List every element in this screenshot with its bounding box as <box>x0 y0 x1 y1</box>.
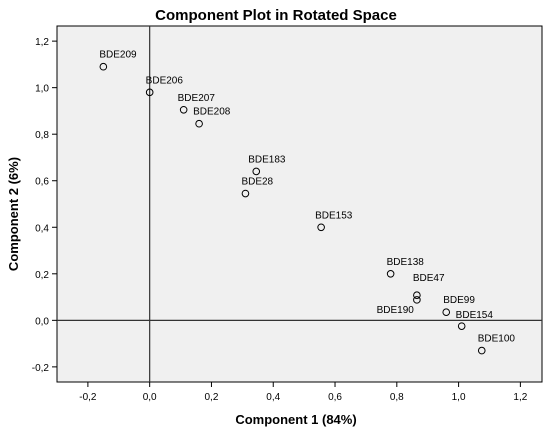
x-tick-label: 0,4 <box>266 392 280 403</box>
data-point <box>457 322 466 330</box>
point-label: BDE47 <box>413 273 445 284</box>
point-label: BDE207 <box>178 93 216 104</box>
y-tick-label: 0,4 <box>35 223 49 234</box>
point-label: BDE183 <box>248 154 286 165</box>
data-point <box>386 270 395 278</box>
data-point <box>179 105 188 114</box>
point-label: BDE206 <box>146 75 184 86</box>
data-point <box>145 88 154 97</box>
data-point <box>252 167 261 176</box>
chart-title: Component Plot in Rotated Space <box>155 7 397 24</box>
point-label: BDE208 <box>193 107 231 118</box>
data-point <box>413 291 421 300</box>
point-label: BDE153 <box>315 210 353 221</box>
data-point <box>317 223 325 232</box>
data-point <box>413 296 421 304</box>
y-axis-title: Component 2 (6%) <box>6 157 21 271</box>
x-axis-title: Component 1 (84%) <box>235 412 356 427</box>
point-label: BDE28 <box>241 177 273 188</box>
point-label: BDE190 <box>377 305 415 316</box>
y-tick-label: 1,2 <box>35 37 49 48</box>
y-tick-label: 0,2 <box>35 270 49 281</box>
point-label: BDE99 <box>443 295 475 306</box>
x-tick-label: 1,0 <box>452 392 466 403</box>
x-tick-label: 0,6 <box>328 392 342 403</box>
point-label: BDE138 <box>387 257 425 268</box>
point-label: BDE154 <box>456 310 494 321</box>
plot-area <box>56 25 543 383</box>
point-label: BDE209 <box>99 50 137 61</box>
y-tick-label: 0,8 <box>35 130 49 141</box>
point-label: BDE100 <box>478 334 516 345</box>
data-point <box>195 119 203 128</box>
x-tick-label: -0,2 <box>79 392 97 403</box>
data-point <box>241 189 250 198</box>
x-tick-label: 0,0 <box>143 392 157 403</box>
x-tick-label: 1,2 <box>513 392 527 403</box>
y-tick-label: 1,0 <box>35 84 49 95</box>
data-point <box>477 346 486 355</box>
y-tick-label: -0,2 <box>32 363 50 374</box>
y-tick-label: 0,0 <box>35 316 49 327</box>
x-tick-label: 0,8 <box>390 392 404 403</box>
data-point <box>442 308 451 316</box>
y-tick-label: 0,6 <box>35 177 49 188</box>
x-tick-label: 0,2 <box>205 392 219 403</box>
data-point <box>99 62 108 71</box>
